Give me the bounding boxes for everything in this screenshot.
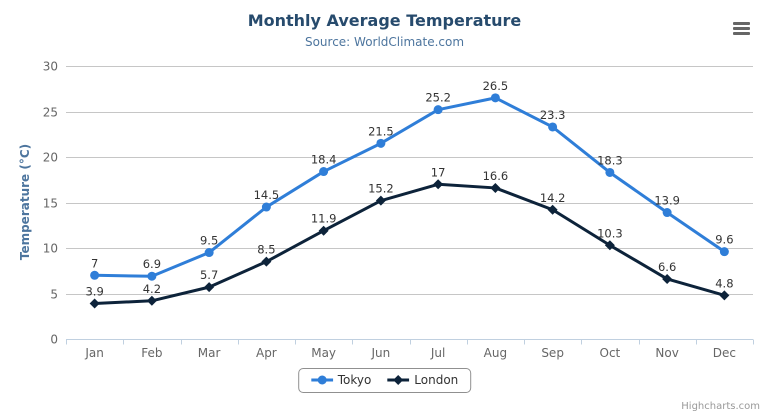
legend: Tokyo London <box>297 368 472 393</box>
data-point-tokyo-oct[interactable] <box>605 167 615 177</box>
x-tick-label: Jul <box>430 346 445 360</box>
series-line-tokyo[interactable] <box>93 96 726 278</box>
data-label: 7 <box>91 256 98 270</box>
x-tick-label: Dec <box>713 346 736 360</box>
data-label: 14.2 <box>540 191 566 205</box>
x-tick-label: Mar <box>198 346 221 360</box>
x-tick-label: Apr <box>256 346 277 360</box>
data-label: 21.5 <box>368 124 394 138</box>
chart-title: Monthly Average Temperature <box>247 11 522 30</box>
data-label: 25.2 <box>425 91 451 105</box>
data-label: 18.3 <box>597 153 623 167</box>
data-label: 4.8 <box>715 276 733 290</box>
data-point-tokyo-nov[interactable] <box>662 208 672 218</box>
legend-label-london: London <box>414 373 459 387</box>
data-label: 10.3 <box>597 226 623 240</box>
data-label: 17 <box>431 165 446 179</box>
data-label: 16.6 <box>483 169 509 183</box>
series-line-london[interactable] <box>93 182 726 306</box>
data-point-london-aug[interactable] <box>490 182 501 193</box>
x-tick-label: Nov <box>655 346 678 360</box>
x-tick-label: Aug <box>484 346 507 360</box>
data-label: 8.5 <box>257 243 275 257</box>
data-point-london-nov[interactable] <box>662 273 673 284</box>
data-point-london-sep[interactable] <box>547 204 558 215</box>
y-tick-label: 15 <box>43 197 58 211</box>
data-label: 13.9 <box>654 194 680 208</box>
credits-link[interactable]: Highcharts.com <box>681 401 760 412</box>
y-tick-label: 25 <box>43 106 58 120</box>
data-point-tokyo-dec[interactable] <box>719 247 729 257</box>
data-point-tokyo-jun[interactable] <box>376 138 386 148</box>
data-point-london-jun[interactable] <box>375 195 386 206</box>
data-point-tokyo-apr[interactable] <box>261 202 271 212</box>
data-point-tokyo-feb[interactable] <box>147 271 157 281</box>
tokyo-line-marker-icon <box>310 375 333 385</box>
data-label: 14.5 <box>254 188 280 202</box>
data-label: 26.5 <box>483 79 509 93</box>
data-point-tokyo-jan[interactable] <box>90 270 100 280</box>
legend-label-tokyo: Tokyo <box>337 373 372 387</box>
data-point-tokyo-aug[interactable] <box>490 93 500 103</box>
x-tick-label: Sep <box>541 346 564 360</box>
export-menu-button[interactable] <box>731 18 752 39</box>
data-label: 15.2 <box>368 182 394 196</box>
data-point-london-feb[interactable] <box>146 295 157 306</box>
data-label: 6.9 <box>143 257 161 271</box>
data-label: 4.2 <box>143 282 161 296</box>
data-label: 3.9 <box>85 285 103 299</box>
y-tick-label: 0 <box>50 333 58 347</box>
data-point-tokyo-mar[interactable] <box>204 248 214 258</box>
data-label: 5.7 <box>200 268 218 282</box>
data-point-tokyo-may[interactable] <box>319 167 329 177</box>
x-tick-label: May <box>311 346 336 360</box>
data-point-london-jan[interactable] <box>89 298 100 309</box>
data-point-london-oct[interactable] <box>604 240 615 251</box>
data-label: 6.6 <box>658 260 676 274</box>
chart-subtitle: Source: WorldClimate.com <box>304 35 465 49</box>
x-tick-label: Jun <box>371 346 391 360</box>
data-label: 9.5 <box>200 234 218 248</box>
data-label: 23.3 <box>540 108 566 122</box>
data-label: 11.9 <box>311 212 337 226</box>
data-point-tokyo-sep[interactable] <box>548 122 558 132</box>
data-point-london-apr[interactable] <box>261 256 272 267</box>
y-tick-label: 10 <box>43 242 58 256</box>
legend-item-tokyo[interactable]: Tokyo <box>310 373 372 387</box>
data-point-london-jul[interactable] <box>433 179 444 190</box>
legend-item-london[interactable]: London <box>387 373 458 387</box>
data-point-tokyo-jul[interactable] <box>433 105 443 115</box>
data-label: 18.4 <box>311 153 337 167</box>
x-tick-label: Jan <box>84 346 104 360</box>
data-point-london-may[interactable] <box>318 225 329 236</box>
london-line-marker-icon <box>387 375 410 385</box>
data-label: 9.6 <box>715 233 733 247</box>
x-tick-label: Feb <box>141 346 162 360</box>
y-tick-label: 5 <box>50 288 58 302</box>
hamburger-icon <box>733 22 750 35</box>
data-point-london-dec[interactable] <box>719 290 730 301</box>
y-tick-label: 20 <box>43 151 58 165</box>
y-axis-title: Temperature (°C) <box>18 143 32 261</box>
data-point-london-mar[interactable] <box>204 282 215 293</box>
x-tick-label: Oct <box>600 346 621 360</box>
y-tick-label: 30 <box>43 60 58 74</box>
